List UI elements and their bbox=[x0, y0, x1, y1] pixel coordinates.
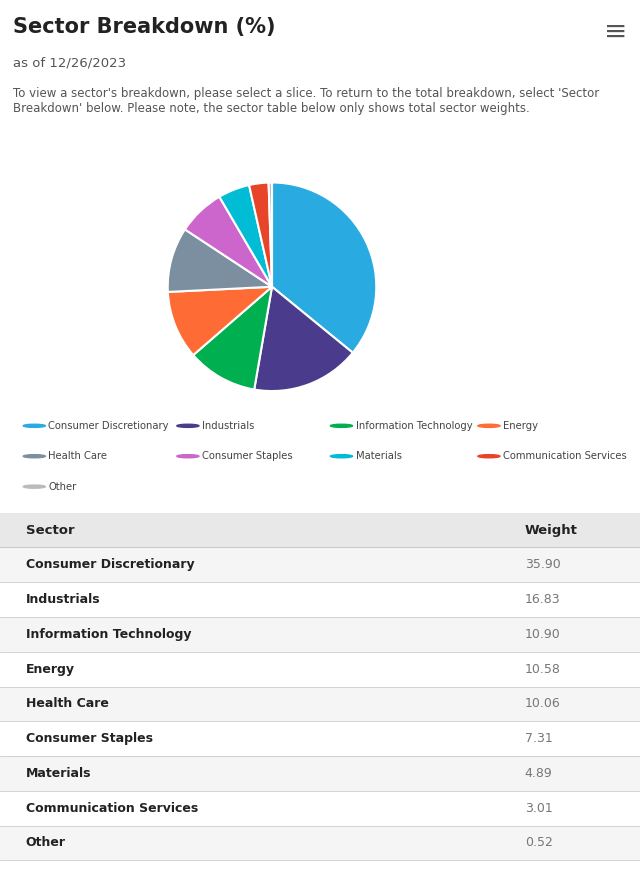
Text: Health Care: Health Care bbox=[49, 451, 108, 461]
FancyBboxPatch shape bbox=[0, 513, 640, 547]
Text: Energy: Energy bbox=[503, 421, 538, 431]
Text: 7.31: 7.31 bbox=[525, 733, 552, 745]
Text: Communication Services: Communication Services bbox=[26, 802, 198, 814]
FancyBboxPatch shape bbox=[0, 826, 640, 860]
Text: Materials: Materials bbox=[26, 767, 91, 779]
Text: 0.52: 0.52 bbox=[525, 837, 553, 849]
Text: Industrials: Industrials bbox=[202, 421, 255, 431]
Circle shape bbox=[478, 454, 500, 458]
Wedge shape bbox=[269, 182, 272, 287]
FancyBboxPatch shape bbox=[0, 791, 640, 826]
Circle shape bbox=[478, 424, 500, 428]
FancyBboxPatch shape bbox=[0, 687, 640, 721]
Wedge shape bbox=[185, 196, 272, 287]
FancyBboxPatch shape bbox=[0, 721, 640, 756]
Circle shape bbox=[23, 424, 45, 428]
Text: 35.90: 35.90 bbox=[525, 559, 561, 571]
Text: 10.90: 10.90 bbox=[525, 628, 561, 640]
Wedge shape bbox=[254, 287, 353, 391]
Text: Consumer Staples: Consumer Staples bbox=[202, 451, 292, 461]
Text: 10.06: 10.06 bbox=[525, 698, 561, 710]
Wedge shape bbox=[193, 287, 272, 389]
Text: 10.58: 10.58 bbox=[525, 663, 561, 675]
Text: as of 12/26/2023: as of 12/26/2023 bbox=[13, 56, 126, 70]
FancyBboxPatch shape bbox=[0, 652, 640, 687]
FancyBboxPatch shape bbox=[0, 617, 640, 652]
Text: Communication Services: Communication Services bbox=[503, 451, 627, 461]
Wedge shape bbox=[249, 182, 272, 287]
Circle shape bbox=[23, 454, 45, 458]
Text: Other: Other bbox=[49, 481, 77, 492]
Wedge shape bbox=[272, 182, 376, 353]
Text: Health Care: Health Care bbox=[26, 698, 108, 710]
Text: 4.89: 4.89 bbox=[525, 767, 552, 779]
Text: 16.83: 16.83 bbox=[525, 594, 561, 606]
Text: Other: Other bbox=[26, 837, 65, 849]
FancyBboxPatch shape bbox=[0, 547, 640, 582]
Text: Energy: Energy bbox=[26, 663, 75, 675]
FancyBboxPatch shape bbox=[0, 582, 640, 617]
Wedge shape bbox=[220, 185, 272, 287]
Text: Sector: Sector bbox=[26, 524, 74, 536]
Circle shape bbox=[177, 454, 199, 458]
Text: To view a sector's breakdown, please select a slice. To return to the total brea: To view a sector's breakdown, please sel… bbox=[13, 87, 599, 115]
FancyBboxPatch shape bbox=[0, 756, 640, 791]
Circle shape bbox=[330, 424, 353, 428]
Text: ≡: ≡ bbox=[604, 17, 627, 45]
Circle shape bbox=[330, 454, 353, 458]
Circle shape bbox=[23, 485, 45, 488]
Text: Consumer Discretionary: Consumer Discretionary bbox=[26, 559, 194, 571]
Text: 3.01: 3.01 bbox=[525, 802, 552, 814]
Text: Information Technology: Information Technology bbox=[26, 628, 191, 640]
Text: Industrials: Industrials bbox=[26, 594, 100, 606]
Text: Consumer Staples: Consumer Staples bbox=[26, 733, 152, 745]
Wedge shape bbox=[168, 229, 272, 292]
Text: Sector Breakdown (%): Sector Breakdown (%) bbox=[13, 17, 275, 37]
Text: Weight: Weight bbox=[525, 524, 578, 536]
Circle shape bbox=[177, 424, 199, 428]
Text: Materials: Materials bbox=[356, 451, 402, 461]
Wedge shape bbox=[168, 287, 272, 355]
Text: Information Technology: Information Technology bbox=[356, 421, 472, 431]
Text: Consumer Discretionary: Consumer Discretionary bbox=[49, 421, 169, 431]
